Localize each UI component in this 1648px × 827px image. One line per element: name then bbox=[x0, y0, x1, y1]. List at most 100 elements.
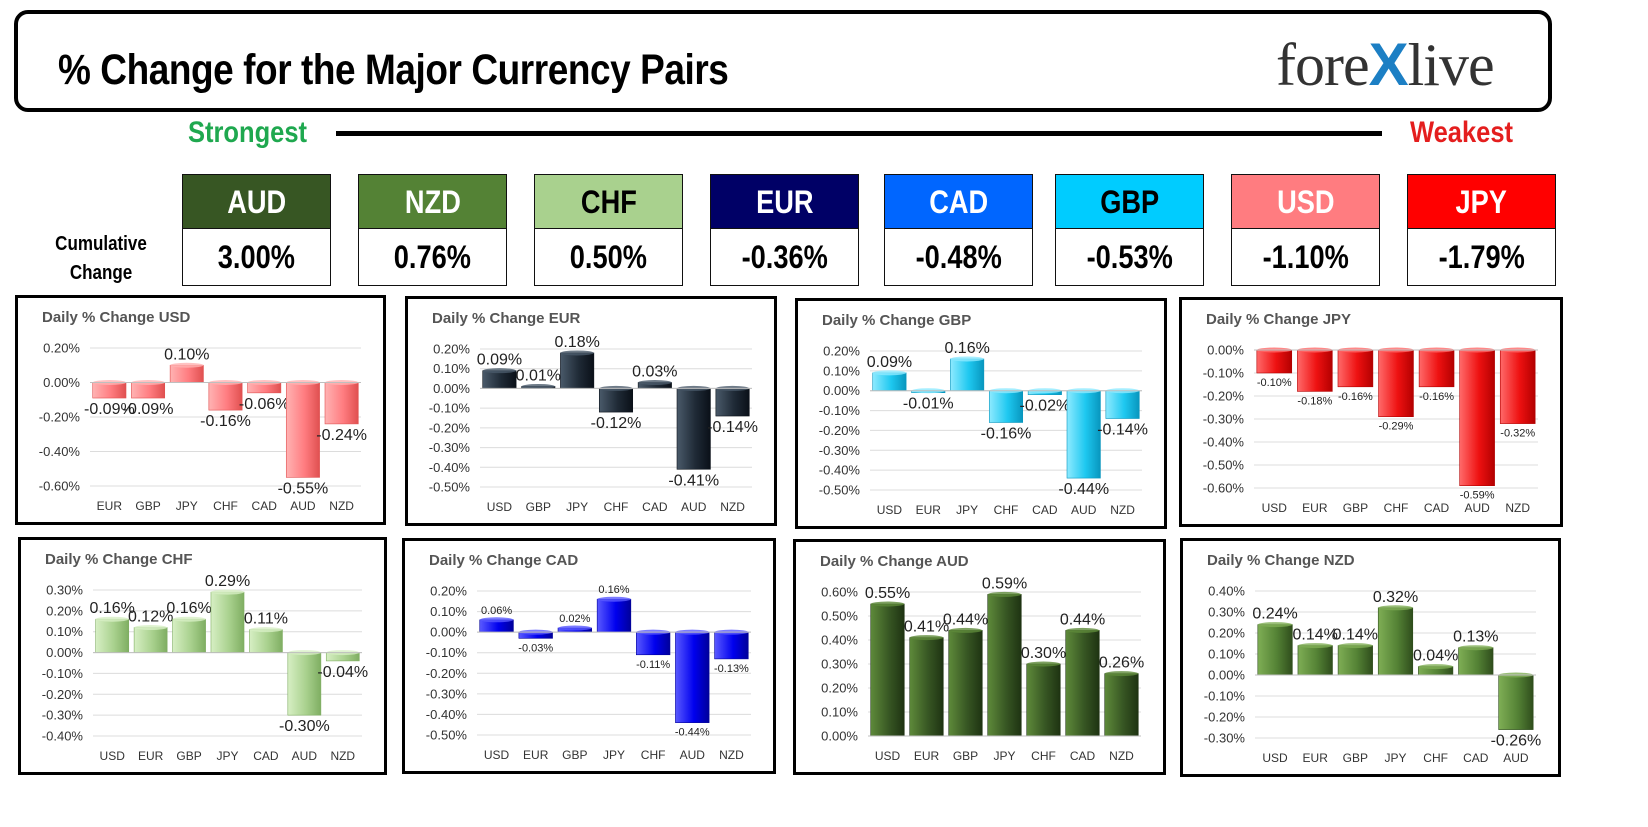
currency-code-text: EUR bbox=[755, 184, 814, 220]
y-tick-label: -0.20% bbox=[429, 420, 471, 435]
data-label: -0.14% bbox=[707, 419, 758, 436]
bar-cap bbox=[1338, 643, 1373, 649]
x-tick-label: GBP bbox=[176, 749, 201, 763]
bar-nzd bbox=[714, 631, 749, 660]
x-tick-label: JPY bbox=[993, 749, 1015, 763]
y-tick-label: -0.40% bbox=[429, 460, 471, 475]
y-tick-label: 0.20% bbox=[433, 342, 470, 357]
data-label: -0.13% bbox=[714, 663, 749, 675]
title-banner: % Change for the Major Currency Pairs fo… bbox=[14, 10, 1552, 112]
y-tick-label: 0.40% bbox=[1208, 584, 1245, 599]
chart-panel-aud: Daily % Change AUD 0.60% 0.50% 0.40% 0.30% 0.… bbox=[793, 539, 1166, 775]
bar-cap bbox=[597, 596, 631, 602]
currency-code: USD bbox=[1232, 175, 1379, 229]
data-label: -0.14% bbox=[1097, 422, 1148, 439]
data-label: -0.04% bbox=[317, 664, 368, 681]
y-tick-label: -0.20% bbox=[1203, 389, 1245, 404]
data-label: 0.09% bbox=[477, 352, 522, 369]
bar-cad bbox=[1458, 647, 1494, 676]
bar-cap bbox=[95, 616, 129, 622]
data-label: -0.18% bbox=[1297, 395, 1332, 407]
bar-cap bbox=[479, 617, 514, 623]
x-tick-label: EUR bbox=[523, 748, 549, 762]
x-tick-label: EUR bbox=[1303, 751, 1329, 765]
bar-cap bbox=[1458, 645, 1494, 651]
weakest-label: Weakest bbox=[1410, 116, 1514, 149]
bar-cap bbox=[172, 616, 206, 622]
cumulative-change-text: -0.53% bbox=[1086, 239, 1173, 275]
data-label: -0.16% bbox=[1419, 391, 1454, 403]
data-label: -0.10% bbox=[1257, 377, 1292, 389]
bar-jpy bbox=[210, 591, 245, 653]
data-label: 0.04% bbox=[1413, 648, 1458, 665]
chart-nzd: Daily % Change NZD 0.40% 0.30% 0.20% 0.10% 0.… bbox=[1204, 552, 1541, 765]
bar-jpy bbox=[596, 598, 632, 633]
bar-aud bbox=[675, 631, 710, 723]
x-tick-label: EUR bbox=[97, 499, 123, 513]
x-tick-label: CHF bbox=[1384, 501, 1409, 515]
data-label: 0.24% bbox=[1252, 606, 1297, 623]
y-tick-label: -0.40% bbox=[39, 444, 81, 459]
data-label: -0.55% bbox=[278, 480, 329, 497]
chart-title: Daily % Change CAD bbox=[429, 552, 578, 569]
bar-cap bbox=[482, 368, 517, 374]
y-tick-label: 0.00% bbox=[43, 375, 80, 390]
x-tick-label: AUD bbox=[292, 749, 318, 763]
bar-jpy bbox=[950, 358, 985, 392]
cumulative-change-text: -1.79% bbox=[1438, 239, 1525, 275]
bar-cad bbox=[1065, 630, 1100, 737]
y-tick-label: 0.50% bbox=[821, 609, 858, 624]
x-tick-label: USD bbox=[877, 503, 903, 517]
cumulative-change-value: -0.36% bbox=[711, 229, 858, 285]
y-tick-label: -0.10% bbox=[42, 666, 84, 681]
chart-panel-chf: Daily % Change CHF 0.30% 0.20% 0.10% 0.00% -0… bbox=[18, 537, 387, 775]
y-tick-label: 0.20% bbox=[823, 344, 860, 359]
bar-nzd bbox=[324, 382, 359, 425]
currency-box-nzd: NZD 0.76% bbox=[358, 174, 507, 286]
x-tick-label: CHF bbox=[1031, 749, 1056, 763]
page-title: % Change for the Major Currency Pairs bbox=[58, 46, 729, 94]
cumulative-change-label: Cumulative Change bbox=[46, 230, 157, 288]
bar-cap bbox=[870, 601, 905, 607]
data-label: -0.32% bbox=[1500, 428, 1535, 440]
bar-chf bbox=[1378, 349, 1414, 417]
data-label: 0.02% bbox=[559, 613, 590, 625]
data-label: 0.14% bbox=[1293, 627, 1338, 644]
x-tick-label: NZD bbox=[1505, 501, 1530, 515]
cumulative-change-text: 3.00% bbox=[217, 239, 296, 275]
chart-panel-eur: Daily % Change EUR 0.20% 0.10% 0.00% -0.10% -… bbox=[405, 296, 777, 526]
bar-nzd bbox=[1105, 390, 1140, 419]
currency-box-chf: CHF 0.50% bbox=[534, 174, 683, 286]
x-tick-label: NZD bbox=[329, 499, 354, 513]
bar-nzd bbox=[1104, 673, 1139, 737]
data-label: -0.44% bbox=[675, 727, 710, 739]
x-tick-label: USD bbox=[1262, 751, 1288, 765]
currency-code: CAD bbox=[885, 175, 1032, 229]
data-label: -0.16% bbox=[1338, 391, 1373, 403]
bar-cap bbox=[249, 627, 283, 633]
currency-code-text: AUD bbox=[227, 184, 286, 220]
x-tick-label: USD bbox=[100, 749, 126, 763]
bar-chf bbox=[1026, 663, 1061, 737]
y-tick-label: 0.10% bbox=[433, 361, 470, 376]
y-tick-label: -0.30% bbox=[1203, 412, 1245, 427]
x-tick-label: USD bbox=[487, 500, 513, 514]
bar-aud bbox=[1498, 674, 1534, 730]
chart-chf: Daily % Change CHF 0.30% 0.20% 0.10% 0.00% -0… bbox=[42, 551, 368, 763]
cumulative-change-value: 3.00% bbox=[183, 229, 330, 285]
data-label: 0.06% bbox=[481, 605, 512, 617]
y-tick-label: -0.50% bbox=[426, 728, 468, 743]
currency-code-text: NZD bbox=[404, 184, 461, 220]
data-label: -0.12% bbox=[591, 415, 642, 432]
bar-cap bbox=[1065, 627, 1100, 633]
y-tick-label: 0.00% bbox=[821, 729, 858, 744]
x-tick-label: JPY bbox=[956, 503, 978, 517]
x-tick-label: EUR bbox=[916, 503, 942, 517]
logo-suffix: live bbox=[1407, 32, 1495, 98]
x-tick-label: AUD bbox=[681, 500, 707, 514]
bar-cap bbox=[1257, 622, 1293, 628]
currency-code-text: CAD bbox=[929, 184, 988, 220]
bar-cap bbox=[134, 625, 168, 631]
chart-eur: Daily % Change EUR 0.20% 0.10% 0.00% -0.10% -… bbox=[429, 310, 758, 514]
bar-jpy bbox=[987, 594, 1022, 737]
